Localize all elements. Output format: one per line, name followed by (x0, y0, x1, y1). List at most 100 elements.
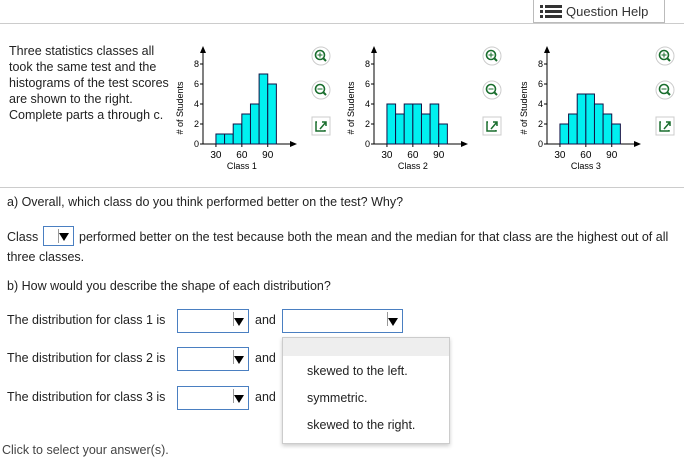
icon-arrow (486, 121, 498, 132)
y-tick-label: 6 (538, 79, 543, 89)
zoom-in[interactable] (482, 46, 502, 66)
x-tick-label: 90 (433, 150, 445, 161)
icon-handle (322, 57, 327, 62)
blank-option[interactable] (283, 338, 449, 356)
y-axis-label: # of Students (519, 81, 529, 135)
icon-handle (493, 91, 498, 96)
select-arrow (234, 395, 244, 403)
shape-select[interactable] (177, 347, 249, 371)
icon-handle (666, 91, 671, 96)
help-label: Question Help (566, 4, 649, 19)
option[interactable]: skewed to the left. (307, 364, 408, 378)
icon-ring (311, 80, 331, 100)
row-joiner: and (255, 313, 276, 327)
option[interactable]: skewed to the right. (307, 418, 416, 432)
arrow (371, 46, 377, 53)
x-axis-label: Class 3 (571, 161, 601, 171)
pop-out[interactable] (655, 116, 675, 136)
shape-select[interactable] (282, 309, 403, 333)
bar (386, 103, 397, 145)
arrow (290, 141, 297, 147)
shape-select[interactable] (177, 386, 249, 410)
y-tick-label: 0 (194, 139, 199, 149)
shape-select[interactable] (177, 309, 249, 333)
class-select[interactable] (43, 226, 74, 246)
bar (429, 103, 440, 145)
bar (224, 133, 234, 145)
bar (576, 93, 587, 145)
bar (249, 103, 260, 145)
arrow (544, 46, 550, 53)
bar (395, 113, 405, 145)
intro: Three statistics classes all took the sa… (9, 44, 169, 122)
row-label: The distribution for class 2 is (7, 351, 166, 365)
question: a) Overall, which class do you think per… (7, 195, 404, 209)
icon-ring (311, 46, 331, 66)
option[interactable]: symmetric. (307, 391, 368, 405)
pop-out[interactable] (311, 116, 331, 136)
bar (420, 113, 431, 145)
y-tick-label: 2 (365, 119, 370, 129)
icon-lens (314, 83, 326, 95)
y-tick-label: 2 (538, 119, 543, 129)
bar (593, 103, 604, 145)
icon-handle (493, 57, 498, 62)
icon-lens (658, 49, 670, 61)
x-axis-label: Class 2 (398, 161, 428, 171)
x-tick-label: 60 (407, 150, 419, 161)
select-arrow (234, 318, 244, 326)
arrow (461, 141, 468, 147)
icon-ring (482, 80, 502, 100)
zoom-out[interactable] (655, 80, 675, 100)
bar (602, 113, 613, 145)
zoom-in[interactable] (311, 46, 331, 66)
x-tick-label: 90 (606, 150, 618, 161)
icon-arrow (315, 121, 327, 132)
bar (241, 113, 251, 145)
row-joiner: and (255, 351, 276, 365)
icon-handle (322, 91, 327, 96)
bar (267, 83, 277, 145)
row-label: The distribution for class 3 is (7, 390, 166, 404)
arrow (634, 141, 641, 147)
icon-box (311, 116, 331, 136)
bar (568, 113, 578, 145)
zoom-out[interactable] (482, 80, 502, 100)
icon-lens (485, 49, 497, 61)
y-tick-label: 4 (365, 99, 370, 109)
zoom-out[interactable] (311, 80, 331, 100)
row-label: The distribution for class 1 is (7, 313, 166, 327)
arrow (200, 46, 206, 53)
icon-arrow (659, 121, 671, 132)
y-axis-label: # of Students (346, 81, 356, 135)
icon-handle (666, 57, 671, 62)
icon-box (482, 116, 502, 136)
y-tick-label: 6 (194, 79, 199, 89)
answer-suffix: performed better on the test because bot… (7, 230, 669, 264)
bar (412, 103, 422, 145)
pop-out[interactable] (482, 116, 502, 136)
question: b) How would you describe the shape of e… (7, 279, 331, 293)
x-tick-label: 30 (381, 150, 393, 161)
icon-lens (658, 83, 670, 95)
icon-lens (314, 49, 326, 61)
zoom-in[interactable] (655, 46, 675, 66)
dropdown: skewed to the left. symmetric. skewed to t… (282, 337, 450, 444)
bar (611, 123, 621, 145)
divider (0, 23, 684, 24)
x-tick-label: 60 (580, 150, 592, 161)
divider (0, 187, 684, 188)
y-tick-label: 4 (194, 99, 199, 109)
bar (585, 93, 595, 145)
y-tick-label: 4 (538, 99, 543, 109)
y-tick-label: 2 (194, 119, 199, 129)
help-button[interactable]: Question Help (533, 0, 665, 23)
x-tick-label: 30 (554, 150, 566, 161)
y-tick-label: 8 (365, 59, 370, 69)
answer-prefix: Class (7, 230, 39, 244)
icon-box (655, 116, 675, 136)
footer: Click to select your answer(s). (2, 443, 169, 457)
select-arrow (234, 356, 244, 364)
bar (559, 123, 570, 145)
